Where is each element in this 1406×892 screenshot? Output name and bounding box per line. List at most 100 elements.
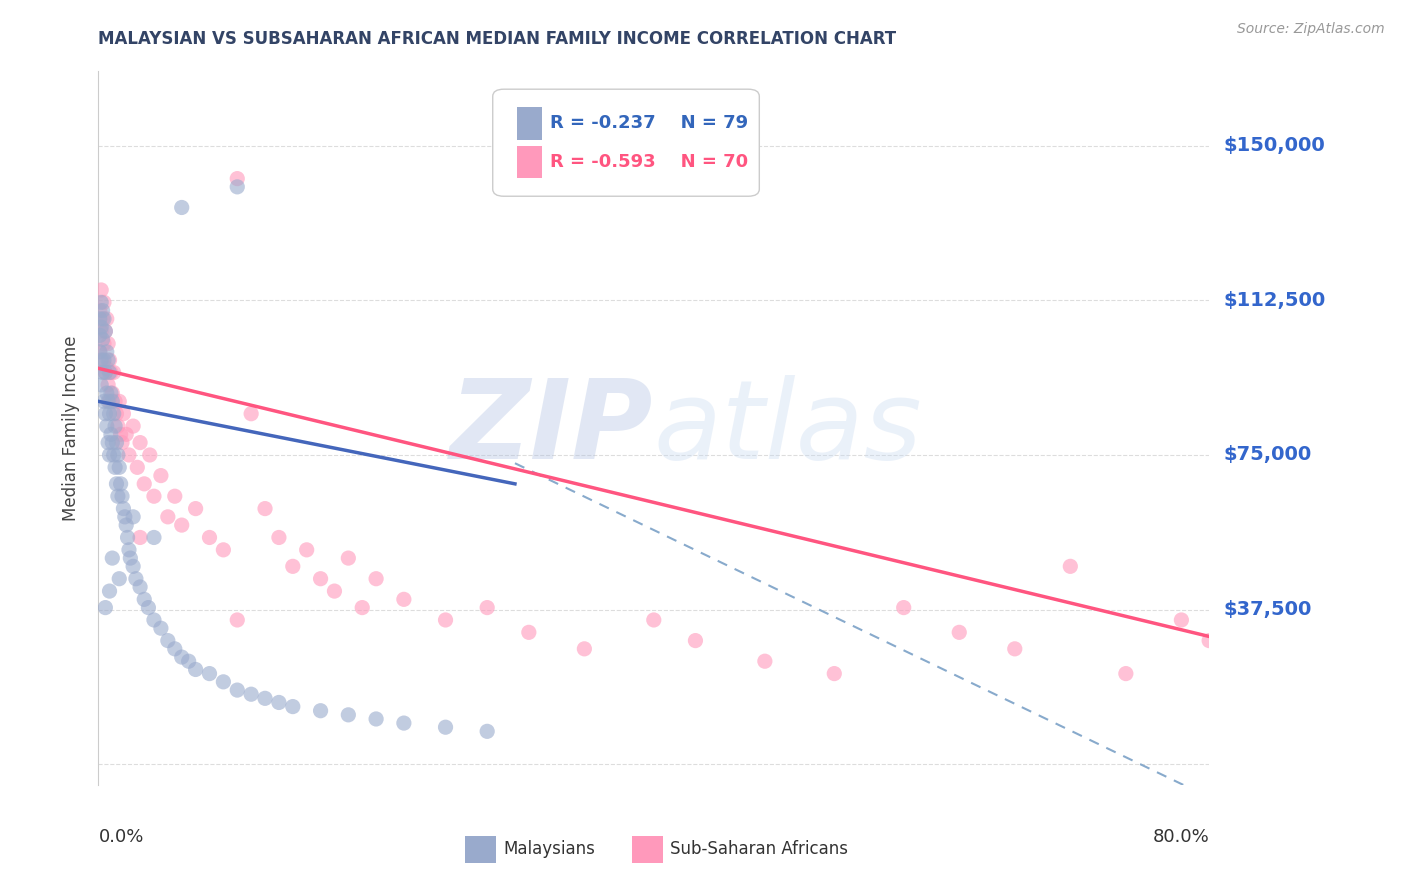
Point [267,531,290,545]
Text: R = -0.593    N = 70: R = -0.593 N = 70 [551,153,748,171]
Point [281,699,304,714]
Point [184,501,207,516]
Point [108,460,131,475]
Point [97,336,120,351]
Point [392,592,415,607]
Point [281,559,304,574]
Point [253,501,276,516]
Point [101,394,124,409]
Point [163,489,186,503]
Point [1198,633,1220,648]
Point [170,518,193,533]
Point [149,621,172,635]
Point [107,489,129,503]
Point [89,328,111,343]
Point [149,468,172,483]
Point [115,518,138,533]
Point [198,666,221,681]
Point [122,419,145,434]
Point [134,476,156,491]
Point [112,407,135,421]
Point [100,366,122,380]
Point [91,366,114,380]
Point [96,311,118,326]
Point [110,476,132,491]
Point [101,386,124,401]
Point [177,654,200,668]
Bar [517,107,541,139]
Point [1004,641,1026,656]
Point [475,724,499,739]
Text: $37,500: $37,500 [1223,600,1312,619]
Point [156,633,179,648]
Point [94,600,117,615]
Point [392,716,415,731]
Point [309,704,332,718]
Point [108,572,131,586]
Point [475,600,499,615]
Point [90,283,112,297]
Text: 80.0%: 80.0% [1153,828,1209,846]
Point [127,460,149,475]
Point [309,572,332,586]
Point [1059,559,1081,574]
Text: 0.0%: 0.0% [98,828,143,846]
Point [97,377,120,392]
Point [94,324,117,338]
Point [122,509,145,524]
Bar [631,837,662,863]
Point [89,344,111,359]
Point [94,324,117,338]
Bar [517,146,541,178]
Point [129,580,152,594]
Point [156,509,179,524]
Point [93,394,115,409]
Point [754,654,776,668]
Point [134,592,156,607]
Point [89,303,111,318]
Point [91,311,114,326]
Point [98,407,121,421]
Point [948,625,970,640]
Point [90,377,112,392]
Point [143,531,166,545]
Point [96,344,118,359]
Point [110,427,132,442]
Point [114,509,136,524]
Point [105,435,128,450]
Point [517,625,540,640]
Text: MALAYSIAN VS SUBSAHARAN AFRICAN MEDIAN FAMILY INCOME CORRELATION CHART: MALAYSIAN VS SUBSAHARAN AFRICAN MEDIAN F… [98,29,897,47]
Point [111,489,134,503]
Point [100,386,122,401]
Point [685,633,707,648]
Point [118,448,141,462]
Point [1115,666,1137,681]
Point [117,531,139,545]
Text: Source: ZipAtlas.com: Source: ZipAtlas.com [1237,22,1385,37]
Point [170,201,193,215]
Point [107,419,129,434]
Point [89,311,111,326]
Point [118,542,141,557]
Point [434,720,457,734]
Point [90,320,112,334]
Point [98,353,121,368]
Point [143,489,166,503]
Point [226,179,249,194]
Point [198,531,221,545]
Point [352,600,374,615]
Point [101,435,124,450]
Point [104,394,127,409]
Point [103,448,125,462]
Text: $112,500: $112,500 [1223,291,1326,310]
Point [101,551,124,566]
Point [1170,613,1192,627]
Point [240,407,263,421]
Point [893,600,915,615]
Point [96,419,118,434]
Point [93,336,115,351]
Point [337,707,360,722]
Point [97,394,120,409]
Point [170,650,193,665]
Point [93,353,115,368]
